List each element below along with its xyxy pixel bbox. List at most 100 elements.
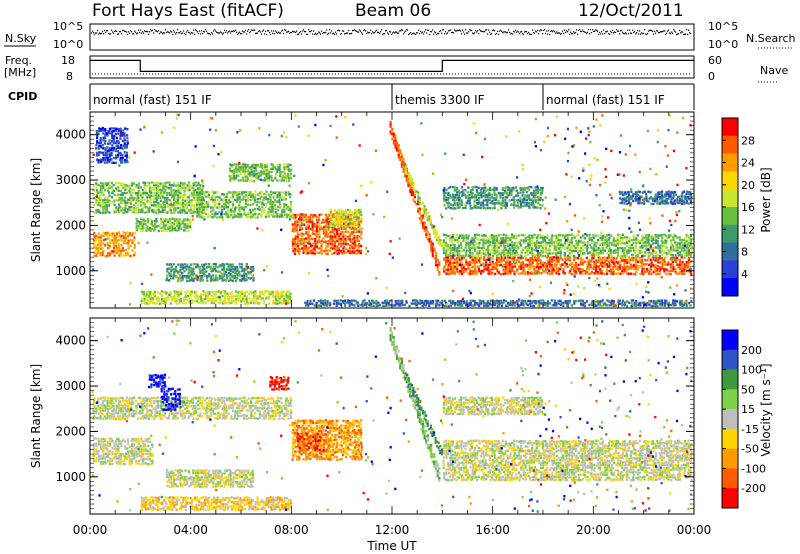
range-gate-cell xyxy=(447,272,450,276)
noise-sample xyxy=(626,33,628,35)
range-gate-cell xyxy=(507,249,510,253)
range-gate-cell xyxy=(173,225,176,228)
range-gate-cell xyxy=(623,242,626,245)
range-gate-cell xyxy=(616,248,620,252)
range-gate-cell xyxy=(159,196,162,199)
range-gate-cell xyxy=(104,156,107,159)
range-gate-cell xyxy=(175,197,178,200)
range-gate-cell xyxy=(570,238,573,241)
range-gate-cell xyxy=(298,225,302,229)
range-gate-cell xyxy=(355,223,358,226)
range-gate-cell xyxy=(351,226,354,229)
range-gate-cell xyxy=(469,204,472,208)
noise-sample xyxy=(659,32,661,34)
range-gate-cell xyxy=(207,213,210,216)
range-gate-cell xyxy=(331,252,334,255)
range-gate-cell xyxy=(612,268,615,271)
range-gate-cell xyxy=(511,252,514,255)
range-gate-cell xyxy=(482,252,485,255)
range-gate-cell xyxy=(640,261,644,264)
range-gate-cell xyxy=(512,258,516,261)
range-gate-cell xyxy=(153,186,156,189)
range-gate-cell xyxy=(292,250,295,253)
range-gate-cell xyxy=(525,204,528,207)
range-gate-cell xyxy=(170,269,173,273)
range-gate-cell xyxy=(238,196,241,199)
range-gate-cell xyxy=(475,198,478,202)
noise-sample xyxy=(686,29,688,31)
range-gate-cell xyxy=(529,263,532,266)
range-gate-cell xyxy=(101,251,104,254)
range-gate-cell xyxy=(95,201,98,205)
noise-sample xyxy=(236,31,238,33)
range-gate-cell xyxy=(164,196,167,200)
range-gate-cell xyxy=(590,272,593,275)
range-gate-cell xyxy=(237,290,240,294)
range-gate-cell xyxy=(235,163,238,166)
range-gate-cell xyxy=(157,181,160,185)
range-gate-cell xyxy=(298,252,301,255)
range-gate-cell xyxy=(100,247,103,250)
range-gate-cell xyxy=(322,218,325,221)
range-gate-cell xyxy=(177,222,180,225)
range-gate-cell xyxy=(117,132,120,135)
range-gate-cell xyxy=(249,208,252,212)
range-gate-cell xyxy=(539,267,542,270)
noise-sample xyxy=(306,33,308,35)
range-gate-cell xyxy=(234,213,237,216)
range-gate-cell xyxy=(126,128,129,131)
range-gate-cell xyxy=(486,268,489,271)
range-gate-cell xyxy=(97,147,100,150)
range-gate-cell xyxy=(248,170,251,174)
range-gate-cell xyxy=(196,212,199,216)
range-gate-cell xyxy=(536,189,540,192)
range-gate-cell xyxy=(531,261,534,264)
range-gate-cell xyxy=(137,210,140,214)
range-gate-cell xyxy=(99,196,102,199)
range-gate-cell xyxy=(617,266,620,269)
range-gate-cell xyxy=(190,201,193,204)
range-gate-cell xyxy=(264,177,267,180)
noise-sample xyxy=(352,30,354,32)
noise-sample xyxy=(311,29,313,32)
range-gate-cell xyxy=(102,153,105,157)
range-gate-cell xyxy=(528,259,531,262)
range-gate-cell xyxy=(150,201,153,205)
range-gate-cell xyxy=(579,251,582,254)
range-gate-cell xyxy=(358,213,361,216)
range-gate-cell xyxy=(247,203,250,206)
range-gate-cell xyxy=(242,163,245,166)
range-gate-cell xyxy=(228,295,231,298)
noise-sample xyxy=(649,29,651,31)
range-gate-cell xyxy=(149,290,152,293)
range-gate-cell xyxy=(475,261,478,264)
range-gate-cell xyxy=(577,269,580,273)
range-gate-cell xyxy=(270,290,273,294)
range-gate-cell xyxy=(285,299,288,302)
range-gate-cell xyxy=(104,153,107,156)
noise-sample xyxy=(674,30,676,32)
noise-sample xyxy=(652,30,654,32)
range-gate-cell xyxy=(133,204,136,207)
range-gate-cell xyxy=(659,234,662,237)
range-gate-cell xyxy=(539,252,542,255)
range-gate-cell xyxy=(171,299,174,302)
noise-sample xyxy=(99,32,101,34)
noise-sample xyxy=(465,29,467,31)
range-gate-cell xyxy=(174,226,177,230)
range-gate-cell xyxy=(497,239,501,243)
range-gate-cell xyxy=(98,151,101,154)
noise-sample xyxy=(304,31,306,33)
range-gate-cell xyxy=(562,236,565,239)
range-gate-cell xyxy=(618,239,621,242)
range-gate-cell xyxy=(533,259,536,262)
range-gate-cell xyxy=(201,270,204,273)
range-gate-cell xyxy=(605,246,608,249)
range-gate-cell xyxy=(619,254,622,258)
range-gate-cell xyxy=(525,198,528,202)
range-gate-cell xyxy=(245,200,248,203)
range-gate-cell xyxy=(168,193,172,197)
range-gate-cell xyxy=(227,201,230,204)
range-gate-cell xyxy=(238,200,241,204)
range-gate-cell xyxy=(486,203,489,207)
